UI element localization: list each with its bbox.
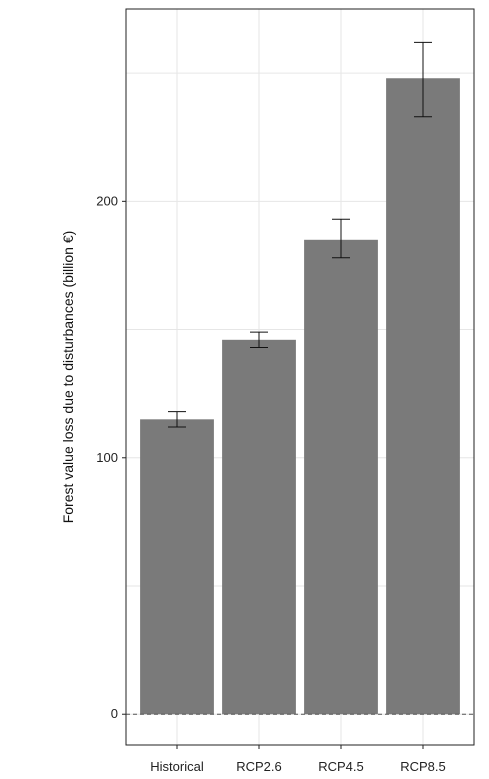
plot-panel-border [125,8,475,746]
error-bar-historical [168,411,186,428]
error-bar-rcp4-5 [332,218,350,259]
y-axis-title: Forest value loss due to disturbances (b… [60,231,76,524]
bars [140,78,460,715]
y-tick-label: 200 [96,193,118,208]
bar-historical [140,419,214,715]
bar-rcp8-5 [386,78,460,715]
x-tick-label: RCP8.5 [400,759,446,774]
error-bar-rcp8-5 [414,41,432,118]
x-tick-label: RCP2.6 [236,759,282,774]
y-axis-ticks: 0 100 200 [96,193,126,721]
y-tick-label: 100 [96,450,118,465]
x-tick-label: RCP4.5 [318,759,364,774]
x-tick-label: Historical [150,759,204,774]
error-bars [168,41,432,428]
bar-rcp4-5 [304,239,378,715]
x-axis-ticks: Historical RCP2.6 RCP4.5 RCP8.5 [150,745,446,774]
y-tick-label: 0 [111,706,118,721]
bar-rcp2-6 [222,339,296,715]
error-bar-rcp2-6 [250,331,268,349]
